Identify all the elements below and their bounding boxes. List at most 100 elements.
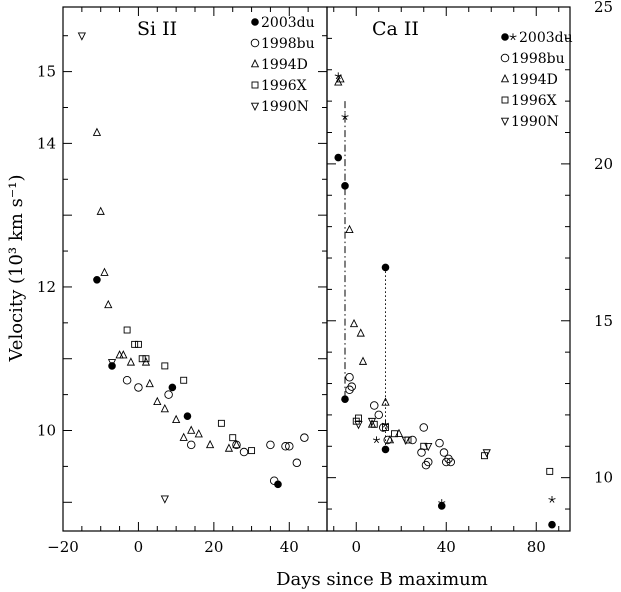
right-panel-ticks: 0 40 80 10 15 20 25 <box>327 0 613 556</box>
legend-marker <box>500 73 510 83</box>
data-point <box>548 496 556 503</box>
data-point <box>153 396 162 406</box>
data-point <box>435 438 444 448</box>
y-tick-label: 25 <box>594 0 613 16</box>
legend-marker <box>250 58 260 68</box>
y-tick-label: 20 <box>594 155 613 173</box>
data-point <box>358 356 368 365</box>
x-tick-label: −20 <box>47 538 79 556</box>
data-point <box>164 390 173 399</box>
data-point <box>232 439 241 449</box>
data-point <box>379 423 388 432</box>
data-point <box>381 397 390 406</box>
data-point <box>546 467 554 475</box>
data-point <box>194 429 203 438</box>
data-point <box>104 299 113 309</box>
y-tick-label: 15 <box>594 312 613 330</box>
legend-marker <box>500 117 510 127</box>
data-point <box>548 520 556 529</box>
legend-label: 1990N <box>511 114 559 130</box>
data-point <box>205 439 215 449</box>
data-point <box>300 433 309 442</box>
legend-label: 1994D <box>511 72 558 88</box>
data-point <box>408 435 417 445</box>
data-point <box>334 153 343 162</box>
legend-marker <box>251 18 259 26</box>
data-point <box>382 424 389 431</box>
left-panel-legend: 2003du 1998bu 1994D 1996X 1990N <box>250 15 315 115</box>
data-point <box>183 412 192 420</box>
data-point <box>424 457 433 467</box>
x-tick-label: 20 <box>204 538 223 556</box>
legend-marker <box>501 96 509 104</box>
data-point <box>180 376 188 384</box>
data-point <box>438 499 446 506</box>
data-point <box>122 376 132 385</box>
y-axis-title: Velocity (10³ km s⁻¹) <box>6 174 27 362</box>
legend-marker <box>251 81 259 89</box>
data-point <box>160 403 169 413</box>
data-point <box>123 326 131 334</box>
legend-label: 1996X <box>511 93 557 109</box>
data-point <box>134 340 142 348</box>
data-point <box>367 417 377 427</box>
data-point <box>439 448 449 457</box>
legend-label: 1998bu <box>511 51 565 67</box>
data-point <box>292 458 302 468</box>
data-point <box>161 362 169 370</box>
data-point <box>374 410 384 420</box>
legend-marker <box>501 33 509 41</box>
data-point <box>372 436 381 444</box>
legend-label: 1990N <box>261 99 309 115</box>
data-point <box>92 127 102 136</box>
legend-marker <box>250 102 260 112</box>
legend-label: 1994D <box>261 57 308 73</box>
data-point <box>341 113 349 120</box>
legend-label: 2003du <box>519 30 573 46</box>
x-tick-label: 40 <box>280 538 299 556</box>
right-panel-legend: 2003du 1998bu 1994D 1996X 1990N <box>500 30 573 130</box>
legend-marker <box>250 38 260 48</box>
data-point <box>336 74 345 83</box>
x-tick-label: 40 <box>437 538 456 556</box>
right-panel-title: Ca II <box>372 18 419 40</box>
left-panel-ticks: −20 0 20 40 10 12 14 15 <box>37 7 328 556</box>
data-point <box>446 457 456 467</box>
data-point <box>349 318 359 328</box>
y-tick-label: 10 <box>594 469 613 487</box>
data-point <box>355 414 362 422</box>
data-point <box>341 182 349 190</box>
data-point <box>172 414 181 423</box>
data-point <box>160 495 169 504</box>
data-point <box>345 373 354 382</box>
data-point <box>229 434 237 442</box>
data-point <box>119 350 128 359</box>
data-point <box>285 442 294 451</box>
legend-label: 1998bu <box>261 36 315 52</box>
data-point <box>381 263 390 272</box>
data-point <box>281 442 290 451</box>
data-point <box>239 447 249 457</box>
data-point <box>142 355 150 363</box>
data-point <box>347 382 357 391</box>
left-panel-title: Si II <box>137 18 177 40</box>
y-tick-label: 15 <box>37 63 56 81</box>
right-panel-lines <box>344 101 386 450</box>
data-point <box>401 436 410 446</box>
data-point <box>179 432 188 441</box>
data-point <box>417 448 426 457</box>
data-point <box>381 445 390 454</box>
data-point <box>269 476 279 486</box>
data-point <box>96 206 105 215</box>
data-point <box>100 267 109 276</box>
legend-label: 2003du <box>261 15 315 31</box>
data-point <box>345 224 354 234</box>
legend-label: 1996X <box>261 78 307 94</box>
data-point <box>341 395 349 404</box>
data-point <box>356 328 365 337</box>
data-point <box>134 383 143 392</box>
data-point <box>138 355 146 363</box>
data-point <box>385 434 395 444</box>
data-point <box>186 440 196 450</box>
